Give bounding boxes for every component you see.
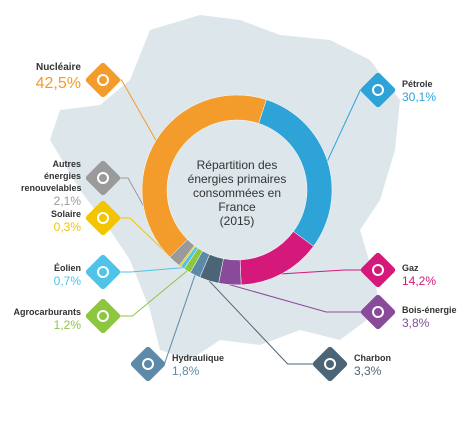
category-icon	[85, 298, 121, 334]
category-icon	[360, 252, 396, 288]
category-icon	[130, 346, 166, 382]
category-name: Pétrole	[402, 79, 433, 89]
category-name: Agrocarburants	[13, 307, 81, 317]
category-icon	[360, 72, 396, 108]
category-name: Charbon	[354, 353, 391, 363]
icon-glyph	[97, 266, 109, 278]
donut-segment	[141, 94, 267, 258]
category-icon	[85, 160, 121, 196]
category-name: Autres énergies renouvelables	[21, 159, 82, 193]
value-label: 14,2%	[402, 274, 437, 288]
icon-glyph	[324, 358, 336, 370]
leader-line	[229, 284, 378, 313]
category-name: Nucléaire	[35, 62, 81, 73]
category-label: Gaz 14,2%	[402, 262, 436, 289]
category-icon	[85, 200, 121, 236]
icon-glyph	[97, 172, 109, 184]
category-icon	[312, 346, 348, 382]
value-label: 30,1%	[402, 90, 437, 104]
icon-glyph	[97, 212, 109, 224]
chart-title: Répartition des énergies primaires conso…	[187, 158, 287, 214]
map-background	[50, 15, 400, 360]
category-name: Solaire	[50, 209, 81, 219]
category-name: Gaz	[402, 263, 419, 273]
value-label: 3,8%	[402, 316, 430, 330]
category-label: Bois-énergie 3,8%	[402, 304, 457, 331]
category-label: Agrocarburants 1,2%	[1, 306, 81, 333]
icon-glyph	[142, 358, 154, 370]
category-icon	[360, 294, 396, 330]
value-label: 42,5%	[35, 75, 81, 92]
icon-glyph	[97, 74, 109, 86]
icon-glyph	[372, 264, 384, 276]
category-label: Charbon 3,3%	[354, 352, 391, 379]
category-label: Hydraulique 1,8%	[172, 352, 224, 379]
category-label: Solaire 0,3%	[1, 208, 81, 235]
value-label: 0,7%	[53, 274, 81, 288]
value-label: 2,1%	[53, 194, 81, 208]
value-label: 0,3%	[53, 220, 81, 234]
category-name: Bois-énergie	[402, 305, 457, 315]
center-title: Répartition des énergies primaires conso…	[182, 158, 292, 228]
category-icon	[85, 254, 121, 290]
icon-glyph	[372, 84, 384, 96]
category-label: Autres énergies renouvelables 2,1%	[21, 158, 82, 209]
category-name: Éolien	[53, 263, 81, 273]
category-name: Hydraulique	[172, 353, 225, 363]
value-label: 1,8%	[172, 364, 200, 378]
category-label: Éolien 0,7%	[1, 262, 81, 289]
value-label: 3,3%	[354, 364, 382, 378]
category-label: Nucléaire 42,5%	[1, 62, 81, 93]
icon-glyph	[97, 310, 109, 322]
value-label: 1,2%	[53, 318, 81, 332]
category-icon	[85, 62, 121, 98]
category-label: Pétrole 30,1%	[402, 78, 436, 105]
icon-glyph	[372, 306, 384, 318]
chart-subtitle: (2015)	[219, 214, 255, 228]
